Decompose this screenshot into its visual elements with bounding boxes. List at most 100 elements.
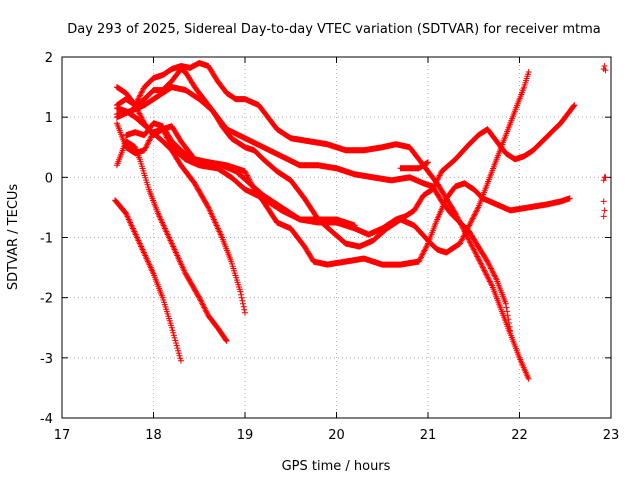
data-point [433,179,440,186]
data-point [199,300,206,307]
data-point [468,242,475,249]
data-point [465,236,472,243]
data-point [243,171,250,178]
data-point [475,256,482,263]
data-point [436,172,443,179]
data-point [480,266,487,272]
y-tick-label: -4 [40,412,53,427]
plot-frame [61,56,612,419]
data-point [242,309,248,316]
data-point [601,207,608,214]
data-point [458,237,465,244]
data-point [223,338,230,344]
data-point [473,208,480,215]
data-point [600,213,607,220]
data-point [139,116,146,122]
data-point [136,110,143,117]
data-point [602,174,609,181]
data-point [570,103,577,109]
data-point [139,117,146,124]
data-point [470,246,477,253]
data-point [487,264,494,271]
data-point [470,214,477,221]
data-point [196,294,203,301]
data-point [416,257,423,264]
series-s10 [397,159,431,172]
data-point [137,92,144,99]
data-point [462,230,468,237]
data-point [488,266,495,273]
data-point [144,141,151,148]
data-point [473,207,480,214]
data-point [487,279,494,286]
data-point [160,127,167,134]
data-point [466,238,473,245]
data-point [490,269,497,276]
y-tick-label: -2 [40,292,53,307]
data-point [425,159,431,166]
x-tick-label: 21 [420,428,437,443]
data-point [162,131,169,138]
data-point [171,334,178,341]
data-point [420,250,427,257]
data-point [471,247,478,254]
series-s1 [112,197,184,364]
data-point [465,235,472,242]
data-point [170,329,177,336]
data-point [525,69,532,75]
data-point [467,241,474,247]
data-point [490,271,497,278]
data-point [474,253,481,260]
data-point [138,89,145,96]
data-point [600,198,607,205]
data-point [146,137,153,144]
series-s8 [113,120,358,229]
data-point [166,140,173,147]
data-point [472,249,479,256]
data-point [422,246,429,253]
data-point [135,95,142,102]
data-point [178,357,184,364]
data-point [479,263,486,270]
data-point [419,251,426,258]
data-point [467,239,474,246]
data-point [143,143,150,150]
data-point [147,136,153,143]
data-point [505,316,512,323]
data-point [137,113,144,120]
data-point [485,261,492,268]
data-point [482,270,489,277]
data-point [239,297,246,304]
data-point [502,300,509,307]
data-point [223,337,229,343]
data-point [163,133,170,140]
data-point [238,294,245,301]
data-point [478,261,485,268]
data-point [423,243,430,250]
series-s9 [113,84,514,334]
data-point [173,340,179,346]
data-point [467,219,474,226]
data-point [435,173,442,180]
data-point [142,145,149,152]
data-point [136,93,143,100]
y-tick-label: -1 [40,232,53,247]
data-point [601,63,608,69]
data-point [602,67,609,74]
data-point [477,260,484,267]
data-point [475,254,481,261]
data-point [485,260,492,266]
x-tick-label: 19 [237,428,254,443]
data-point [417,255,424,262]
data-point [418,254,424,261]
data-point [241,306,248,313]
data-point [471,212,478,219]
data-point [204,309,210,316]
data-point [198,298,205,305]
data-point [164,135,171,142]
data-point [457,239,464,246]
data-point [159,126,166,133]
data-point [244,172,251,179]
data-layer [112,60,609,382]
